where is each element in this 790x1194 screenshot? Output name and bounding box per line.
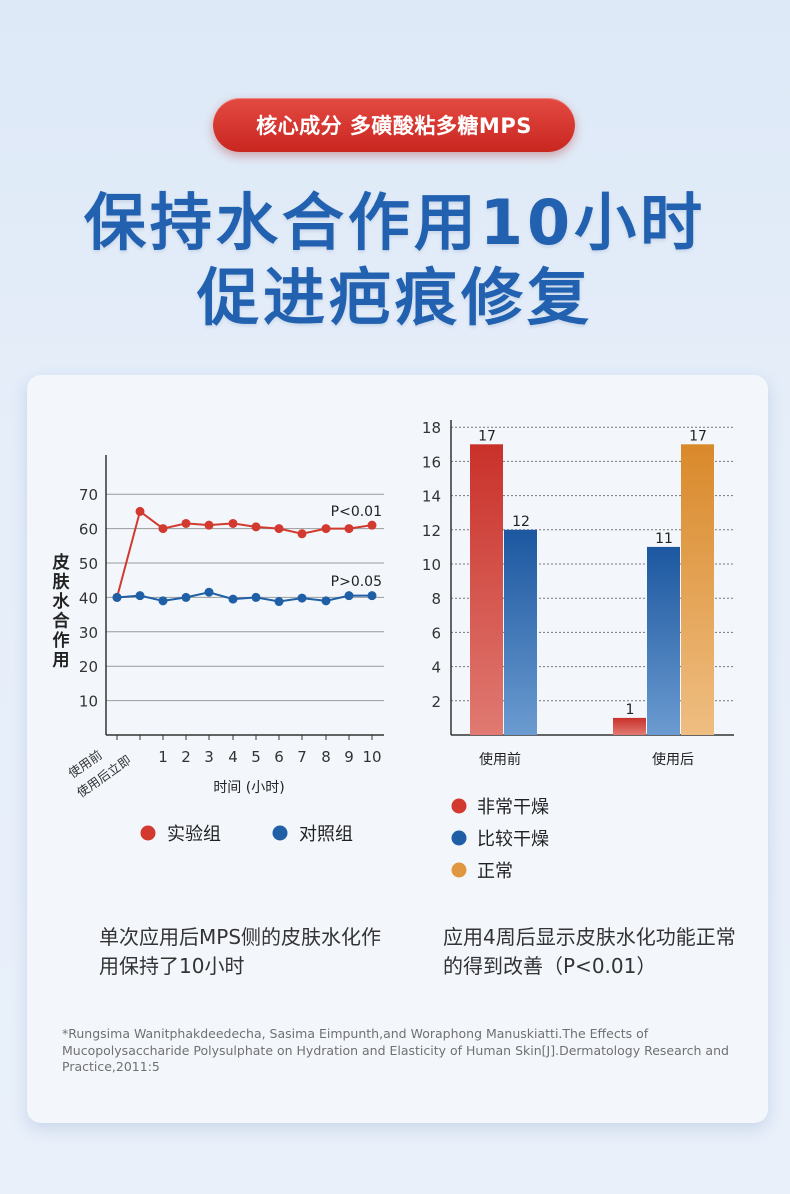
x-tick-label: 8 xyxy=(321,748,331,766)
y-axis-label: 水 xyxy=(53,591,71,612)
legend-marker xyxy=(272,825,288,841)
data-point xyxy=(297,529,307,539)
data-point xyxy=(321,596,331,606)
legend-marker xyxy=(140,825,156,841)
data-point xyxy=(274,524,284,534)
y-tick-label: 60 xyxy=(79,521,98,539)
reference-citation: *Rungsima Wanitphakdeedecha, Sasima Eimp… xyxy=(62,1026,729,1074)
data-point xyxy=(112,592,122,602)
x-axis-label: 时间 (小时) xyxy=(213,780,284,796)
data-point xyxy=(367,520,377,530)
data-point xyxy=(135,591,145,601)
ingredient-badge: 核心成分 多磺酸粘多糖MPS xyxy=(213,98,575,152)
data-point xyxy=(344,591,354,601)
headline-line-1: 保持水合作用10小时 xyxy=(83,186,707,259)
significance-label: P>0.05 xyxy=(331,574,382,590)
data-point xyxy=(228,594,238,604)
y-tick-label: 30 xyxy=(79,624,98,642)
x-tick-label: 4 xyxy=(228,748,238,766)
series-line xyxy=(116,591,372,603)
legend-label: 实验组 xyxy=(167,824,221,845)
y-tick-label: 50 xyxy=(79,555,98,573)
significance-label: P<0.01 xyxy=(331,504,382,520)
y-axis-label: 作 xyxy=(53,630,70,651)
right-caption: 应用4周后显示皮肤水化功能正常的得到改善（P<0.01） xyxy=(443,925,736,978)
chart-card xyxy=(27,375,768,1123)
data-point xyxy=(251,592,261,602)
y-tick-label: 10 xyxy=(79,693,98,711)
data-point xyxy=(228,518,238,528)
y-tick-label: 70 xyxy=(79,486,98,504)
data-point xyxy=(251,522,261,532)
data-point xyxy=(321,524,331,534)
x-tick-label: 3 xyxy=(204,748,214,766)
x-tick-label: 1 xyxy=(158,748,168,766)
left-caption: 单次应用后MPS侧的皮肤水化作用保持了10小时 xyxy=(99,925,382,978)
data-point xyxy=(344,524,354,534)
data-point xyxy=(204,587,214,597)
data-point xyxy=(297,593,307,603)
y-tick-label: 40 xyxy=(79,589,98,607)
data-point xyxy=(158,596,168,606)
x-tick-label: 6 xyxy=(274,748,284,766)
y-axis-label: 皮 xyxy=(53,552,70,573)
y-axis-label: 肤 xyxy=(53,572,71,593)
y-axis-label: 用 xyxy=(53,651,70,671)
x-tick-label: 2 xyxy=(181,748,191,766)
data-point xyxy=(135,506,145,516)
y-axis-label: 合 xyxy=(53,611,71,632)
headline-line-2: 促进疤痕修复 xyxy=(196,261,593,334)
y-tick-label: 20 xyxy=(79,658,98,676)
legend-label: 对照组 xyxy=(299,824,353,845)
x-tick-label: 10 xyxy=(362,748,381,766)
data-point xyxy=(367,591,377,601)
x-tick-label: 9 xyxy=(344,748,354,766)
data-point xyxy=(274,597,284,607)
x-tick-label: 5 xyxy=(251,748,261,766)
data-point xyxy=(181,592,191,602)
x-tick-label: 7 xyxy=(297,748,307,766)
data-point xyxy=(204,520,214,530)
data-point xyxy=(158,524,168,534)
data-point xyxy=(181,518,191,528)
